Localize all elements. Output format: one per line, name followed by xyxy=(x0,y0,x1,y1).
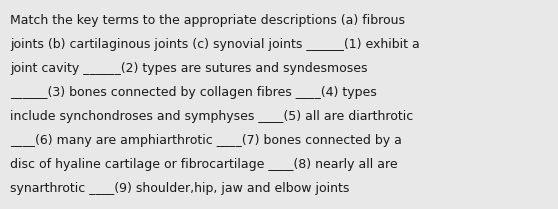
Text: joint cavity ______(2) types are sutures and syndesmoses: joint cavity ______(2) types are sutures… xyxy=(10,62,368,75)
Text: joints (b) cartilaginous joints (c) synovial joints ______(1) exhibit a: joints (b) cartilaginous joints (c) syno… xyxy=(10,38,420,51)
Text: synarthrotic ____(9) shoulder,hip, jaw and elbow joints: synarthrotic ____(9) shoulder,hip, jaw a… xyxy=(10,182,349,195)
Text: Match the key terms to the appropriate descriptions (a) fibrous: Match the key terms to the appropriate d… xyxy=(10,14,405,27)
Text: ____(6) many are amphiarthrotic ____(7) bones connected by a: ____(6) many are amphiarthrotic ____(7) … xyxy=(10,134,402,147)
Text: ______(3) bones connected by collagen fibres ____(4) types: ______(3) bones connected by collagen fi… xyxy=(10,86,377,99)
Text: disc of hyaline cartilage or fibrocartilage ____(8) nearly all are: disc of hyaline cartilage or fibrocartil… xyxy=(10,158,398,171)
Text: include synchondroses and symphyses ____(5) all are diarthrotic: include synchondroses and symphyses ____… xyxy=(10,110,413,123)
